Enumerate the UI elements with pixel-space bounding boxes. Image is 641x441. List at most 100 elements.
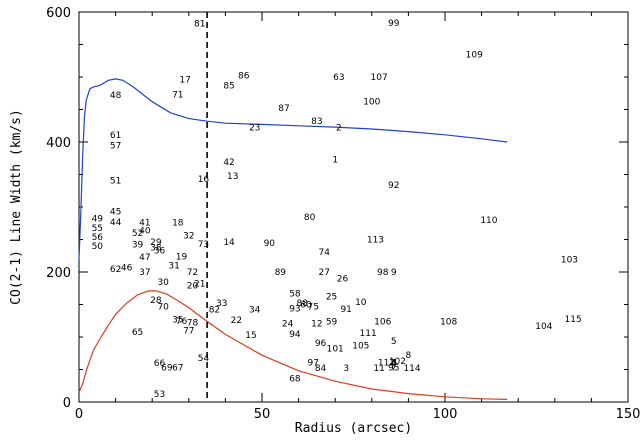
x-axis-title: Radius (arcsec): [295, 421, 412, 436]
point-label: 110: [480, 216, 497, 226]
point-label: 99: [388, 19, 400, 29]
point-label: 60: [300, 301, 312, 311]
point-label: 76: [176, 317, 188, 327]
point-label: 19: [176, 252, 188, 262]
point-label: 42: [223, 158, 234, 168]
point-label: 65: [132, 328, 143, 338]
point-label: 80: [304, 213, 316, 223]
point-label: 90: [264, 239, 276, 249]
point-label: 4: [391, 359, 397, 369]
point-label: 25: [326, 293, 337, 303]
y-tick-label: 200: [46, 266, 71, 281]
point-label: 75: [308, 302, 319, 312]
point-label: 68: [289, 375, 301, 385]
point-label: 67: [172, 364, 183, 374]
point-label: 32: [183, 232, 194, 242]
point-label: 87: [278, 104, 289, 114]
point-label: 28: [150, 296, 162, 306]
point-label: 6: [391, 358, 397, 368]
point-label: 84: [315, 364, 327, 374]
point-label: 10: [355, 298, 367, 308]
axis-ticks: [78, 11, 629, 403]
x-tick-label: 50: [254, 407, 271, 422]
point-label: 69: [161, 364, 173, 374]
point-label: 24: [282, 319, 294, 329]
point-label: 40: [139, 226, 151, 236]
point-label: 102: [389, 357, 406, 367]
point-label: 34: [249, 306, 261, 316]
point-label: 54: [198, 354, 210, 364]
point-label: 85: [223, 81, 234, 91]
point-label: 77: [183, 327, 194, 337]
point-label: 86: [238, 72, 250, 82]
point-label: 107: [371, 73, 388, 83]
point-label: 13: [227, 172, 238, 182]
point-label: 39: [132, 241, 144, 251]
point-label: 105: [352, 341, 369, 351]
point-label: 106: [374, 317, 391, 327]
point-label: 50: [92, 242, 104, 252]
point-label: 59: [326, 317, 338, 327]
point-label: 82: [209, 306, 220, 316]
blue-model-curve: [78, 78, 508, 260]
x-tick-label: 100: [433, 407, 458, 422]
y-tick-label: 0: [63, 396, 71, 411]
point-label: 94: [289, 330, 301, 340]
point-label: 114: [403, 364, 420, 374]
y-tick-label: 400: [46, 136, 71, 151]
point-label: 30: [157, 278, 169, 288]
point-label: 44: [110, 218, 122, 228]
point-label: 95: [388, 364, 399, 374]
point-label: 104: [535, 322, 552, 332]
point-label: 1: [332, 156, 338, 166]
point-label: 38: [150, 243, 162, 253]
point-label: 66: [154, 359, 166, 369]
point-label: 70: [157, 302, 169, 312]
point-label: 7: [391, 364, 397, 374]
point-labels: 1234567891011121314151617181920212223242…: [92, 19, 582, 400]
point-label: 27: [318, 268, 329, 278]
point-label: 83: [311, 117, 322, 127]
point-label: 2: [336, 124, 342, 134]
point-label: 26: [337, 275, 349, 285]
point-label: 57: [110, 141, 121, 151]
point-label: 22: [231, 316, 242, 326]
point-label: 15: [245, 331, 256, 341]
point-label: 91: [340, 305, 351, 315]
point-label: 18: [172, 219, 184, 229]
point-label: 58: [289, 289, 301, 299]
point-label: 96: [315, 339, 327, 349]
point-label: 61: [110, 131, 121, 141]
x-tick-label: 0: [75, 407, 83, 422]
point-label: 45: [110, 208, 121, 218]
point-label: 48: [110, 91, 122, 101]
point-label: 52: [132, 229, 143, 239]
point-label: 5: [391, 337, 397, 347]
point-label: 74: [318, 248, 330, 258]
point-label: 73: [198, 240, 209, 250]
point-label: 21: [194, 280, 205, 290]
point-label: 3: [343, 364, 349, 374]
point-label: 14: [223, 238, 235, 248]
point-label: 46: [121, 263, 133, 273]
point-label: 78: [187, 319, 199, 329]
point-label: 37: [139, 268, 150, 278]
point-label: 35: [172, 315, 183, 325]
point-label: 16: [198, 175, 210, 185]
x-tick-label: 150: [616, 407, 641, 422]
point-label: 49: [92, 215, 104, 225]
point-label: 97: [308, 358, 319, 368]
point-label: 36: [154, 247, 166, 257]
point-label: 63: [333, 73, 344, 83]
point-label: 72: [187, 268, 198, 278]
point-label: 88: [297, 299, 309, 309]
point-label: 89: [275, 268, 287, 278]
point-label: 115: [565, 315, 582, 325]
y-tick-label: 600: [46, 6, 71, 21]
point-label: 56: [92, 233, 104, 243]
point-label: 112: [378, 358, 395, 368]
point-label: 8: [406, 351, 412, 361]
point-label: 71: [172, 91, 183, 101]
